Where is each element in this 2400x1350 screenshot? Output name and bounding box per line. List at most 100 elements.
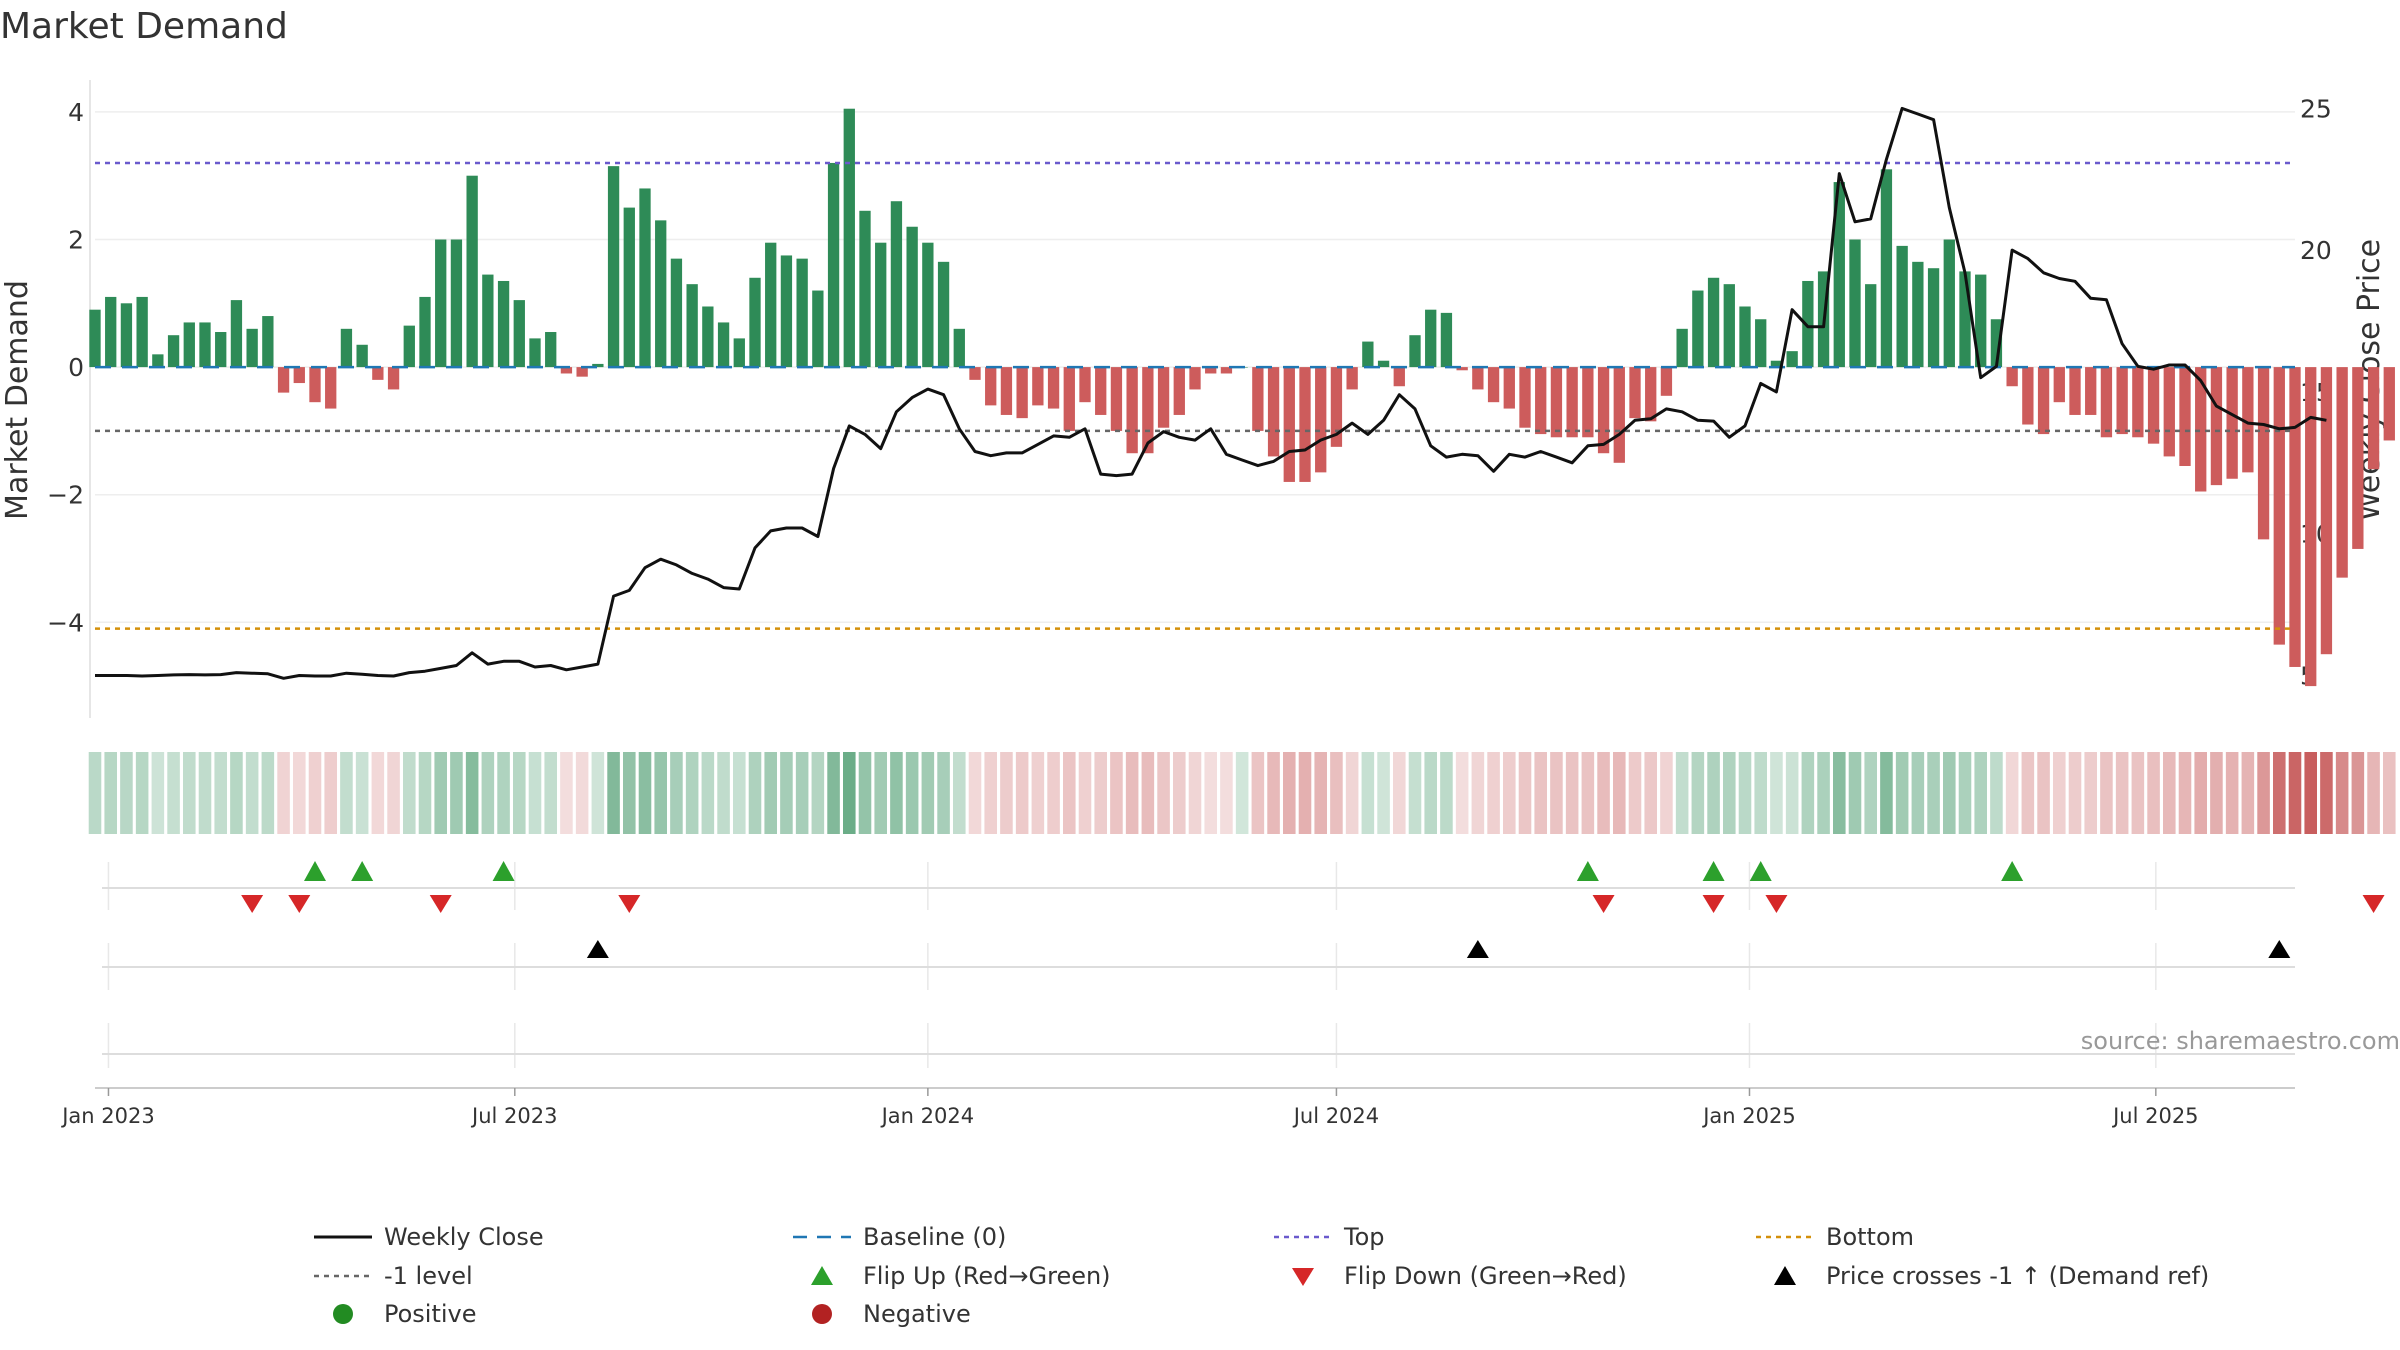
heat-cell xyxy=(1801,752,1815,834)
demand-bar xyxy=(1770,360,1783,368)
heat-cell xyxy=(1660,752,1673,834)
heat-cell xyxy=(167,752,180,834)
x-tick-label: Jan 2023 xyxy=(60,1104,155,1128)
heat-cell xyxy=(1581,752,1595,834)
heat-cell xyxy=(2288,752,2302,834)
heat-cell xyxy=(1345,752,1359,834)
demand-bar xyxy=(1095,367,1107,415)
flip-down-marker xyxy=(618,895,641,913)
legend-label: Price crosses -1 ↑ (Demand ref) xyxy=(1826,1262,2209,1290)
demand-bar xyxy=(1220,367,1233,374)
heat-cell xyxy=(1927,752,1940,834)
heat-cell xyxy=(2367,752,2380,834)
source-note: source: sharemaestro.com xyxy=(2081,1027,2400,1055)
demand-bar xyxy=(2147,367,2160,444)
demand-bar xyxy=(2100,367,2113,438)
heat-cell xyxy=(1675,752,1689,834)
heat-cell xyxy=(1078,752,1092,834)
flip-down-marker xyxy=(1702,895,1725,913)
heat-cell xyxy=(1833,752,1846,834)
demand-bar xyxy=(1755,319,1767,368)
heat-cell xyxy=(1911,752,1925,834)
heat-cell xyxy=(214,752,227,834)
heat-cell xyxy=(1251,752,1265,834)
heat-cell xyxy=(2210,752,2223,834)
heat-cell xyxy=(497,752,510,834)
heat-cell xyxy=(2115,752,2129,834)
heat-cell xyxy=(795,752,809,834)
x-tick-label: Jan 2025 xyxy=(1701,1104,1796,1128)
heat-cell xyxy=(183,752,196,834)
heat-cell xyxy=(1408,752,1422,834)
heat-cell xyxy=(607,752,620,834)
heat-cell xyxy=(230,752,243,834)
demand-bar xyxy=(733,338,745,368)
demand-bar xyxy=(230,300,243,368)
heat-cell xyxy=(1125,752,1139,834)
x-tick-label: Jan 2024 xyxy=(880,1104,975,1128)
demand-bar xyxy=(262,316,274,368)
heat-cell xyxy=(1031,752,1045,834)
demand-bar xyxy=(1880,169,1893,368)
heat-cell xyxy=(261,752,275,834)
heat-cell xyxy=(2273,752,2286,834)
demand-bar xyxy=(183,322,195,368)
demand-bar xyxy=(1362,341,1374,368)
heat-cell xyxy=(780,752,793,834)
demand-bar xyxy=(1440,312,1453,368)
legend-swatch-circle xyxy=(333,1304,353,1324)
heat-cell xyxy=(2068,752,2082,834)
heat-cell xyxy=(418,752,432,834)
demand-bar xyxy=(1173,367,1185,415)
heat-cell xyxy=(1361,752,1375,834)
demand-bar xyxy=(2179,367,2191,466)
demand-bar xyxy=(875,242,887,368)
demand-bar xyxy=(985,367,997,406)
demand-bar xyxy=(1157,367,1170,428)
heat-cell xyxy=(1738,752,1752,834)
flip-up-marker xyxy=(351,861,374,881)
legend-item-price_cross: Price crosses -1 ↑ (Demand ref) xyxy=(1774,1262,2209,1290)
heat-cell xyxy=(2147,752,2160,834)
demand-bar xyxy=(1896,245,1908,368)
heat-cell xyxy=(2383,752,2396,834)
legend-item-positive: Positive xyxy=(333,1300,477,1328)
demand-bar xyxy=(1079,367,1091,403)
demand-bar xyxy=(529,338,541,368)
demand-bar xyxy=(1833,182,1845,368)
heat-cell xyxy=(1707,752,1720,834)
demand-bar xyxy=(1393,367,1405,387)
demand-bar xyxy=(1472,367,1484,390)
demand-bar xyxy=(1299,367,1311,482)
heat-cell xyxy=(324,752,337,834)
heat-cell xyxy=(1503,752,1516,834)
heat-cell xyxy=(277,752,290,834)
heat-cell xyxy=(1173,752,1186,834)
weekly-close-line xyxy=(95,106,2327,680)
flip-down-marker xyxy=(1592,895,1615,913)
legend-label: Positive xyxy=(384,1300,477,1328)
heat-cell xyxy=(1204,752,1217,834)
heat-cell xyxy=(1330,752,1343,834)
legend-label: Flip Down (Green→Red) xyxy=(1344,1262,1627,1290)
heat-cell xyxy=(1974,752,1987,834)
legend-item-negative: Negative xyxy=(812,1300,971,1328)
demand-bar xyxy=(1519,367,1531,428)
heat-cell xyxy=(1817,752,1830,834)
demand-bar xyxy=(607,166,620,368)
demand-bar xyxy=(340,328,353,368)
heat-cell xyxy=(1518,752,1532,834)
demand-bar xyxy=(2305,367,2317,687)
demand-bar xyxy=(592,363,604,368)
demand-bar xyxy=(1660,367,1673,396)
heat-cell xyxy=(1455,752,1469,834)
heat-cell xyxy=(450,752,463,834)
legend-item-weekly_close: Weekly Close xyxy=(314,1223,544,1251)
heat-cell xyxy=(1864,752,1877,834)
demand-bar xyxy=(2352,367,2364,549)
demand-bar xyxy=(1000,367,1013,415)
heat-cell xyxy=(1424,752,1437,834)
heat-cell xyxy=(2084,752,2097,834)
legend-label: Bottom xyxy=(1826,1223,1914,1251)
demand-bar xyxy=(937,261,950,368)
